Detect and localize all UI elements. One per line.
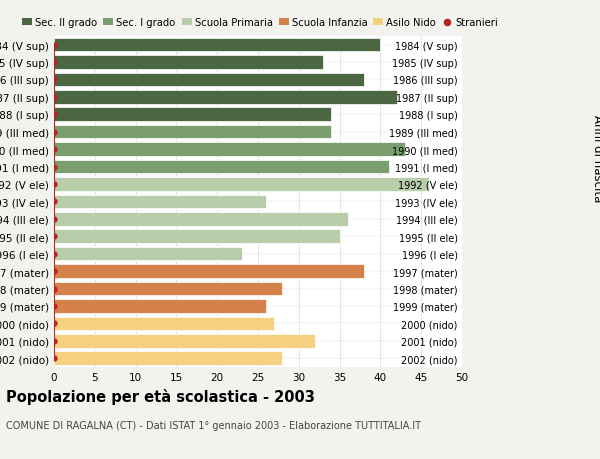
Bar — [54, 334, 315, 348]
Bar — [54, 352, 283, 365]
Bar — [54, 39, 380, 52]
Bar — [54, 317, 274, 330]
Legend: Sec. II grado, Sec. I grado, Scuola Primaria, Scuola Infanzia, Asilo Nido, Stran: Sec. II grado, Sec. I grado, Scuola Prim… — [22, 18, 498, 28]
Bar — [54, 247, 242, 261]
Bar — [54, 230, 340, 244]
Text: Popolazione per età scolastica - 2003: Popolazione per età scolastica - 2003 — [6, 388, 315, 404]
Bar — [54, 160, 389, 174]
Bar — [54, 178, 430, 191]
Bar — [54, 213, 348, 226]
Text: Anni di nascita: Anni di nascita — [590, 115, 600, 202]
Bar — [54, 265, 364, 278]
Bar — [54, 91, 397, 104]
Bar — [54, 73, 364, 87]
Bar — [54, 56, 323, 70]
Bar — [54, 126, 331, 139]
Text: COMUNE DI RAGALNA (CT) - Dati ISTAT 1° gennaio 2003 - Elaborazione TUTTITALIA.IT: COMUNE DI RAGALNA (CT) - Dati ISTAT 1° g… — [6, 420, 421, 430]
Bar — [54, 282, 283, 296]
Bar — [54, 108, 331, 122]
Bar — [54, 300, 266, 313]
Bar — [54, 195, 266, 209]
Bar — [54, 143, 405, 157]
